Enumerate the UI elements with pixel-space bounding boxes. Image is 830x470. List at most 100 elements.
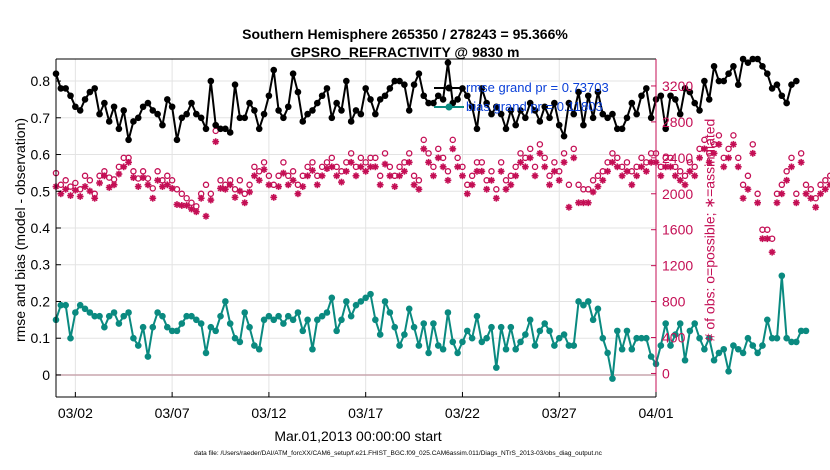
bias-point	[139, 323, 147, 331]
rmse-point	[173, 136, 181, 144]
rmse-point	[236, 114, 244, 122]
bias-point	[667, 342, 674, 349]
possible-point	[236, 177, 244, 184]
bias-point	[657, 342, 665, 349]
possible-point	[168, 177, 176, 184]
rmse-point	[739, 55, 747, 63]
assimilated-point	[826, 181, 830, 189]
bias-point	[628, 345, 636, 353]
possible-point	[623, 159, 631, 166]
bias-point	[197, 320, 205, 327]
bias-point	[744, 334, 752, 342]
possible-point	[735, 154, 742, 162]
bias-point	[763, 316, 771, 324]
bias-point	[613, 327, 621, 335]
legend-bias-swatch	[434, 103, 464, 111]
assimilated-point	[144, 181, 152, 189]
assimilated-point	[67, 192, 74, 199]
rmse-point	[72, 103, 79, 111]
bias-point	[159, 312, 166, 320]
assimilated-point	[700, 145, 708, 153]
rmse-point	[454, 96, 461, 103]
possible-point	[251, 163, 258, 171]
rmse-point	[343, 77, 350, 85]
rmse-point	[536, 118, 544, 125]
bias-point	[313, 316, 321, 324]
assimilated-point	[802, 190, 810, 198]
bias-point	[546, 327, 553, 335]
possible-point	[565, 181, 573, 189]
rmse-point	[391, 77, 399, 85]
bias-point	[444, 309, 452, 316]
assimilated-point	[754, 199, 762, 207]
assimilated-point	[255, 176, 263, 184]
rmse-point	[154, 110, 161, 118]
data-file-footer: data file: /Users/raeder/DAI/ATM_forcXX/…	[194, 450, 602, 457]
assimilated-point	[492, 194, 500, 202]
assimilated-point	[468, 181, 476, 189]
possible-point	[444, 168, 452, 175]
rmse-point	[376, 96, 384, 103]
bias-point	[284, 312, 292, 320]
rmse-point	[197, 114, 205, 122]
assimilated-point	[749, 149, 757, 157]
bias-point	[178, 320, 186, 327]
rmse-point	[788, 81, 795, 89]
rmse-point	[749, 55, 757, 63]
assimilated-point	[739, 194, 747, 202]
assimilated-point	[759, 235, 766, 243]
rmse-point	[691, 99, 699, 107]
bias-point	[91, 312, 99, 320]
rmse-point	[149, 107, 157, 114]
rmse-point	[575, 88, 582, 96]
legend-rmse-label: rmse grand pr = 0.73703	[466, 80, 609, 95]
rmse-point	[463, 92, 471, 100]
bias-point	[343, 298, 350, 305]
bias-point	[623, 327, 631, 335]
possible-point	[822, 177, 829, 184]
bias-point	[599, 334, 607, 342]
left-tick-label: 0.7	[31, 110, 51, 126]
possible-point	[551, 159, 558, 166]
rmse-point	[725, 70, 732, 77]
assimilated-point	[130, 174, 137, 181]
plot-frame	[55, 58, 657, 398]
assimilated-point	[318, 172, 326, 180]
rmse-point	[526, 99, 534, 107]
possible-point	[614, 154, 621, 162]
bias-point	[222, 298, 229, 305]
assimilated-point	[202, 212, 210, 220]
rmse-point	[546, 114, 553, 122]
assimilated-point	[488, 176, 495, 184]
possible-point	[802, 181, 810, 189]
rmse-point	[594, 88, 602, 96]
rmse-point	[372, 110, 379, 118]
bias-point	[401, 331, 408, 338]
rmse-point	[681, 85, 689, 92]
assimilated-point	[696, 154, 703, 162]
bias-point	[522, 331, 529, 338]
rmse-point	[493, 103, 500, 111]
possible-point	[309, 159, 316, 166]
rmse-point	[207, 77, 215, 85]
rmse-point	[76, 107, 84, 114]
assimilated-point	[139, 174, 147, 181]
possible-point	[502, 177, 510, 184]
assimilated-point	[362, 167, 370, 175]
possible-point	[280, 159, 287, 166]
rmse-point	[710, 63, 718, 70]
right-tick-label: 400	[662, 330, 686, 346]
assimilated-point	[531, 172, 539, 180]
possible-point	[304, 163, 311, 171]
assimilated-point	[304, 172, 312, 180]
assimilated-point	[71, 186, 79, 194]
bias-point	[551, 342, 558, 349]
bias-point	[202, 349, 210, 357]
bias-point	[676, 320, 684, 327]
bias-point	[730, 342, 737, 349]
rmse-point	[299, 118, 307, 125]
possible-point	[130, 168, 137, 175]
rmse-point	[662, 125, 669, 133]
bias-point	[144, 353, 152, 360]
bias-point	[280, 320, 287, 327]
